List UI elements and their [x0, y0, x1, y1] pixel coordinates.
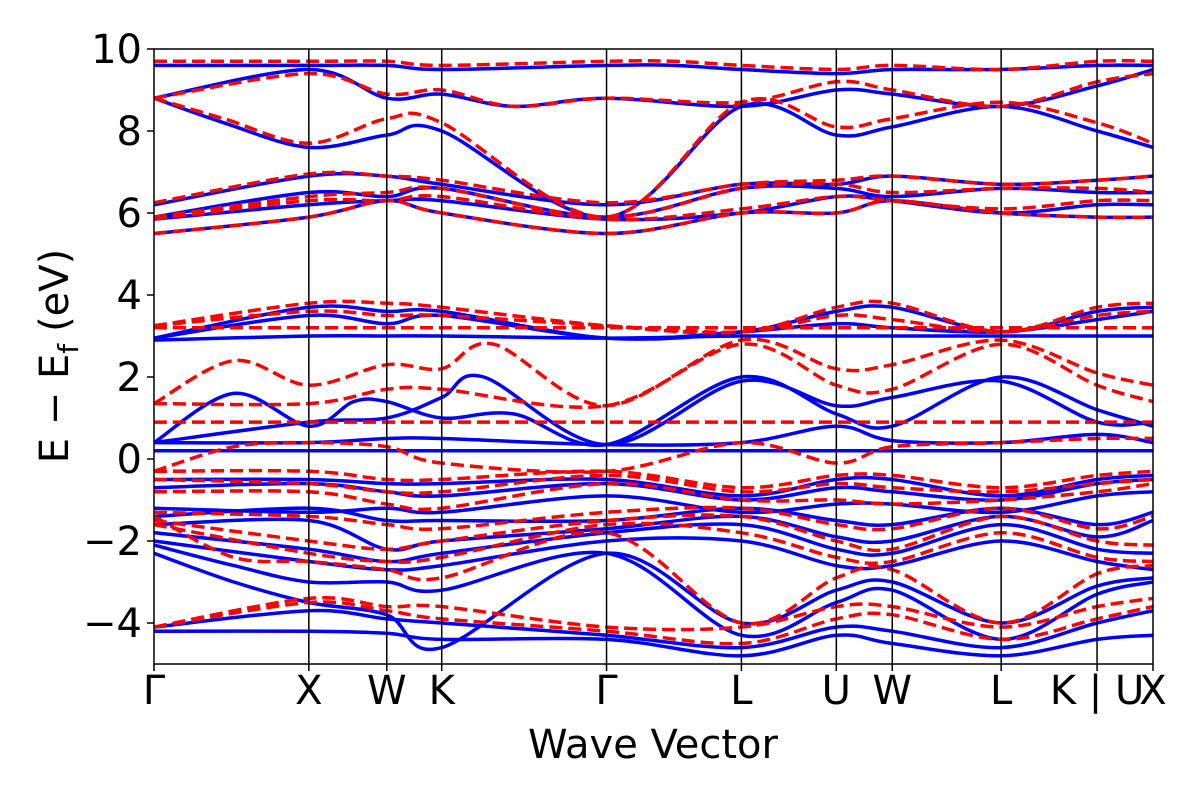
- solid-band-0: [154, 608, 1153, 650]
- x-tick-label-5: L: [730, 668, 753, 714]
- y-axis: −4 −2 0 2 4 6 8 10: [83, 27, 154, 647]
- y-tick-label-0: −4: [83, 601, 142, 647]
- dashed-band-3: [154, 521, 1153, 566]
- dashed-band-4: [154, 513, 1153, 553]
- dashed-band-7: [154, 473, 1153, 496]
- x-tick-label-6: U: [822, 668, 851, 714]
- bands-layer: [154, 58, 1153, 658]
- x-tick-label-7: W: [872, 668, 912, 714]
- dashed-band-16: [154, 198, 1153, 236]
- dashed-band-15: [154, 309, 1153, 334]
- y-tick-label-3: 2: [117, 355, 142, 401]
- y-tick-label-5: 6: [117, 191, 142, 237]
- y-tick-label-2: 0: [117, 437, 142, 483]
- y-axis-label-unit: (eV): [32, 249, 78, 332]
- dashed-band-1: [154, 600, 1153, 646]
- y-axis-label-main: E − E: [32, 354, 78, 464]
- dashed-band-14: [154, 299, 1153, 335]
- solid-band-6: [154, 514, 1153, 552]
- y-tick-label-1: −2: [83, 519, 142, 565]
- dashed-band-6: [154, 481, 1153, 512]
- dashed-band-8: [154, 468, 1153, 490]
- x-tick-label-0: Γ: [143, 668, 166, 714]
- y-tick-label-7: 10: [91, 27, 142, 73]
- y-axis-label: E − Ef (eV): [32, 249, 85, 464]
- dashed-band-11: [154, 342, 1153, 410]
- dashed-band-19: [154, 170, 1153, 205]
- x-tick-label-3: K: [429, 668, 457, 714]
- x-tick-label-4: Γ: [595, 668, 618, 714]
- solid-band-5: [154, 522, 1153, 564]
- y-axis-label-subscript: f: [52, 343, 85, 354]
- dashed-band-0: [154, 596, 1153, 632]
- y-tick-label-6: 8: [117, 109, 142, 155]
- solid-series: [154, 63, 1153, 658]
- x-tick-label-9: K | U: [1050, 668, 1144, 714]
- solid-band-16: [154, 304, 1153, 341]
- plot-frame: [153, 48, 1154, 665]
- x-tick-label-1: X: [295, 668, 322, 714]
- solid-band-12: [154, 424, 1153, 447]
- x-tick-label-8: L: [990, 668, 1013, 714]
- dashed-series: [154, 58, 1153, 646]
- y-tick-label-4: 4: [117, 273, 142, 319]
- dashed-band-18: [154, 182, 1153, 219]
- dashed-band-2: [154, 514, 1153, 626]
- solid-band-1: [154, 629, 1153, 658]
- dashed-band-12: [154, 337, 1153, 408]
- x-tick-label-10: X: [1139, 668, 1166, 714]
- x-axis-label: Wave Vector: [528, 722, 779, 768]
- solid-band-14: [154, 373, 1153, 447]
- solid-band-10: [154, 473, 1153, 498]
- kpoint-lines: [308, 49, 1098, 664]
- solid-band-23: [154, 67, 1153, 109]
- x-tick-label-2: W: [367, 668, 407, 714]
- dashed-band-17: [154, 194, 1153, 222]
- dashed-band-5: [154, 505, 1153, 532]
